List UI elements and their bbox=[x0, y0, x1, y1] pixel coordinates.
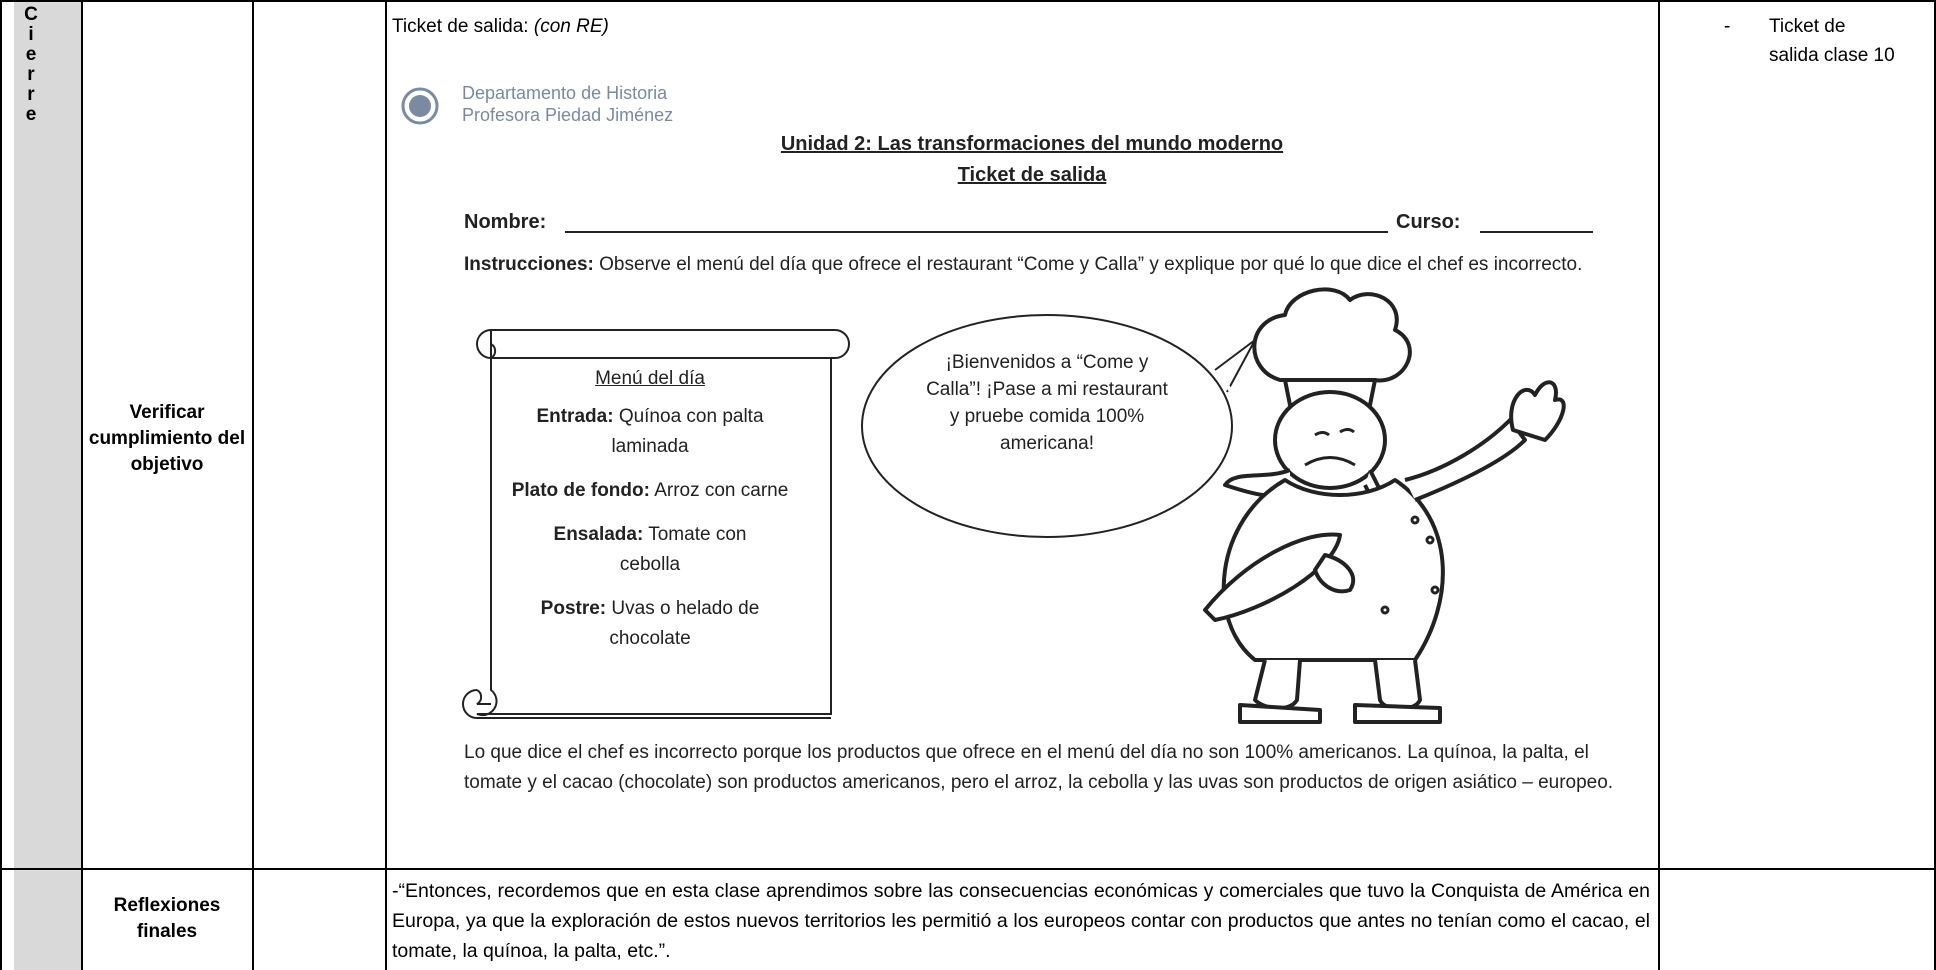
phase-letter: r bbox=[27, 84, 35, 105]
border bbox=[1934, 0, 1936, 970]
resource-dash: - bbox=[1724, 16, 1731, 37]
phase-letter: r bbox=[27, 64, 35, 85]
row-label: Reflexiones finales bbox=[113, 895, 221, 942]
sheet-title: Ticket de salida bbox=[957, 164, 1107, 186]
department: Departamento de Historia bbox=[462, 83, 668, 103]
menu-item: Entrada: Quínoa con palta laminada bbox=[500, 402, 800, 462]
menu-title: Menú del día bbox=[595, 368, 705, 389]
phase-letter: e bbox=[25, 104, 37, 125]
border bbox=[0, 0, 2, 970]
menu-item-text: Quínoa con palta laminada bbox=[611, 406, 764, 457]
border bbox=[1658, 0, 1660, 970]
name-label: Nombre: bbox=[464, 211, 547, 233]
border bbox=[252, 0, 254, 970]
instructions: Instrucciones: Observe el menú del día q… bbox=[464, 250, 1624, 280]
phase-letter: i bbox=[28, 24, 34, 45]
menu-item: Plato de fondo: Arroz con carne bbox=[500, 476, 800, 506]
ticket-label: Ticket de salida: bbox=[392, 16, 529, 37]
ticket-note: (con RE) bbox=[533, 16, 609, 37]
unit-title: Unidad 2: Las transformaciones del mundo… bbox=[780, 133, 1284, 155]
menu-item: Ensalada: Tomate con cebolla bbox=[500, 520, 800, 580]
menu-item-text: Arroz con carne bbox=[654, 480, 789, 501]
row-label: Verificar cumplimiento del objetivo bbox=[88, 402, 246, 475]
ticket-heading: Ticket de salida: (con RE) bbox=[392, 12, 609, 41]
course-label: Curso: bbox=[1396, 211, 1461, 233]
menu-item-label: Plato de fondo: bbox=[511, 480, 650, 501]
resource-text: Ticket de salida clase 10 bbox=[1769, 16, 1895, 66]
reflection-text: -“Entonces, recordemos que en esta clase… bbox=[392, 880, 1650, 962]
menu: Menú del día Entrada: Quínoa con palta l… bbox=[500, 364, 800, 654]
border bbox=[81, 0, 83, 970]
menu-item-label: Ensalada: bbox=[553, 524, 644, 545]
border bbox=[0, 0, 1936, 2]
phase-letter: e bbox=[25, 44, 37, 65]
phase-shade bbox=[14, 0, 81, 970]
menu-item-text: Uvas o helado de chocolate bbox=[609, 598, 760, 649]
menu-item-text: Tomate con cebolla bbox=[619, 524, 747, 575]
instructions-label: Instrucciones: bbox=[464, 254, 594, 275]
menu-item: Postre: Uvas o helado de chocolate bbox=[500, 594, 800, 654]
phase-letter: C bbox=[24, 4, 38, 25]
border bbox=[385, 0, 387, 970]
menu-item-label: Entrada: bbox=[536, 406, 614, 427]
answer: Lo que dice el chef es incorrecto porque… bbox=[464, 742, 1614, 793]
instructions-text: Observe el menú del día que ofrece el re… bbox=[599, 254, 1583, 275]
teacher: Profesora Piedad Jiménez bbox=[462, 105, 674, 125]
menu-item-label: Postre: bbox=[540, 598, 607, 619]
worksheet-drawing bbox=[401, 87, 1593, 724]
border bbox=[0, 868, 1936, 870]
speech: ¡Bienvenidos a “Come y Calla”! ¡Pase a m… bbox=[926, 352, 1168, 454]
